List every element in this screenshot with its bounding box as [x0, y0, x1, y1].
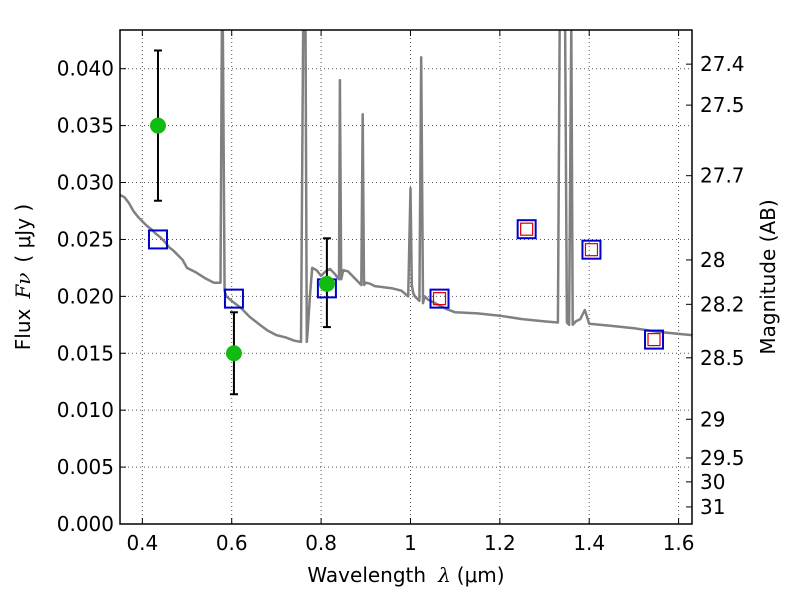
- y-tick-label: 0.035: [57, 114, 114, 138]
- y-tick-label: 0.010: [57, 398, 114, 422]
- y-tick-label: 0.025: [57, 227, 114, 251]
- x-axis-label: Wavelength λ (μm): [307, 563, 504, 587]
- y2-tick-label: 27.7: [700, 164, 745, 188]
- model-band-square: [581, 239, 602, 260]
- x-tick-label: 1.2: [484, 531, 516, 555]
- y2-tick-label: 31: [700, 495, 725, 519]
- model-band-square: [644, 329, 665, 350]
- model-band-inner-square: [584, 243, 599, 257]
- model-band-inner-square: [647, 333, 661, 347]
- x-tick-label: 1.4: [573, 531, 605, 555]
- observed-point: [318, 275, 335, 292]
- x-axis-label-symbol: λ: [437, 563, 451, 587]
- observed-points: [149, 117, 335, 362]
- y-axis-label-symbol: Fν: [11, 273, 35, 300]
- y-axis-label-text: Flux: [11, 308, 35, 350]
- x-tick-label: 0.4: [126, 531, 158, 555]
- y2-tick-label: 29.5: [700, 446, 745, 470]
- x-tick-label: 0.6: [216, 531, 248, 555]
- y2-tick-label: 28.2: [700, 292, 745, 316]
- x-tick-label: 1.6: [663, 531, 695, 555]
- y2-tick-label: 27.4: [700, 52, 745, 76]
- model-band-square: [147, 229, 168, 250]
- model-spectrum: [120, 30, 692, 344]
- y2-axis-label: Magnitude (AB): [756, 199, 780, 354]
- model-band-square: [516, 219, 537, 240]
- observed-point: [149, 117, 166, 134]
- model-spectrum-line: [120, 30, 692, 344]
- y2-tick-label: 29: [700, 407, 725, 431]
- y-tick-label: 0.005: [57, 455, 114, 479]
- x-axis-ticks: 0.4 0.6 0.8 1 1.2 1.4 1.6: [126, 30, 695, 555]
- gridlines: [120, 30, 692, 525]
- y-tick-label: 0.040: [57, 57, 114, 81]
- y2-tick-label: 28: [700, 248, 725, 272]
- x-tick-label: 1: [404, 531, 417, 555]
- x-tick-label: 0.8: [305, 531, 337, 555]
- y-tick-label: 0.030: [57, 171, 114, 195]
- model-band-square: [223, 288, 244, 309]
- y-tick-label: 0.015: [57, 341, 114, 365]
- y2-tick-label: 28.5: [700, 346, 745, 370]
- y-axis-label: Flux Fν ( μJy ): [11, 204, 35, 350]
- model-band-inner-square: [432, 292, 447, 306]
- model-band-square: [429, 288, 450, 309]
- model-band-inner-square: [520, 222, 534, 236]
- model-band-markers: [147, 219, 665, 350]
- y-axis-label-unit: ( μJy ): [11, 204, 35, 263]
- x-axis-label-text: Wavelength: [307, 563, 426, 587]
- observed-point: [225, 345, 242, 362]
- y2-tick-label: 30: [700, 470, 725, 494]
- y-tick-label: 0.020: [57, 284, 114, 308]
- plot-frame: [119, 29, 693, 525]
- x-axis-label-unit: (μm): [457, 563, 505, 587]
- error-bars: [153, 49, 331, 396]
- y-axis-ticks: 0.000 0.005 0.010 0.015 0.020 0.025 0.030 0.035…: [57, 57, 126, 536]
- y2-tick-label: 27.5: [700, 93, 745, 117]
- y-tick-label: 0.000: [57, 512, 114, 536]
